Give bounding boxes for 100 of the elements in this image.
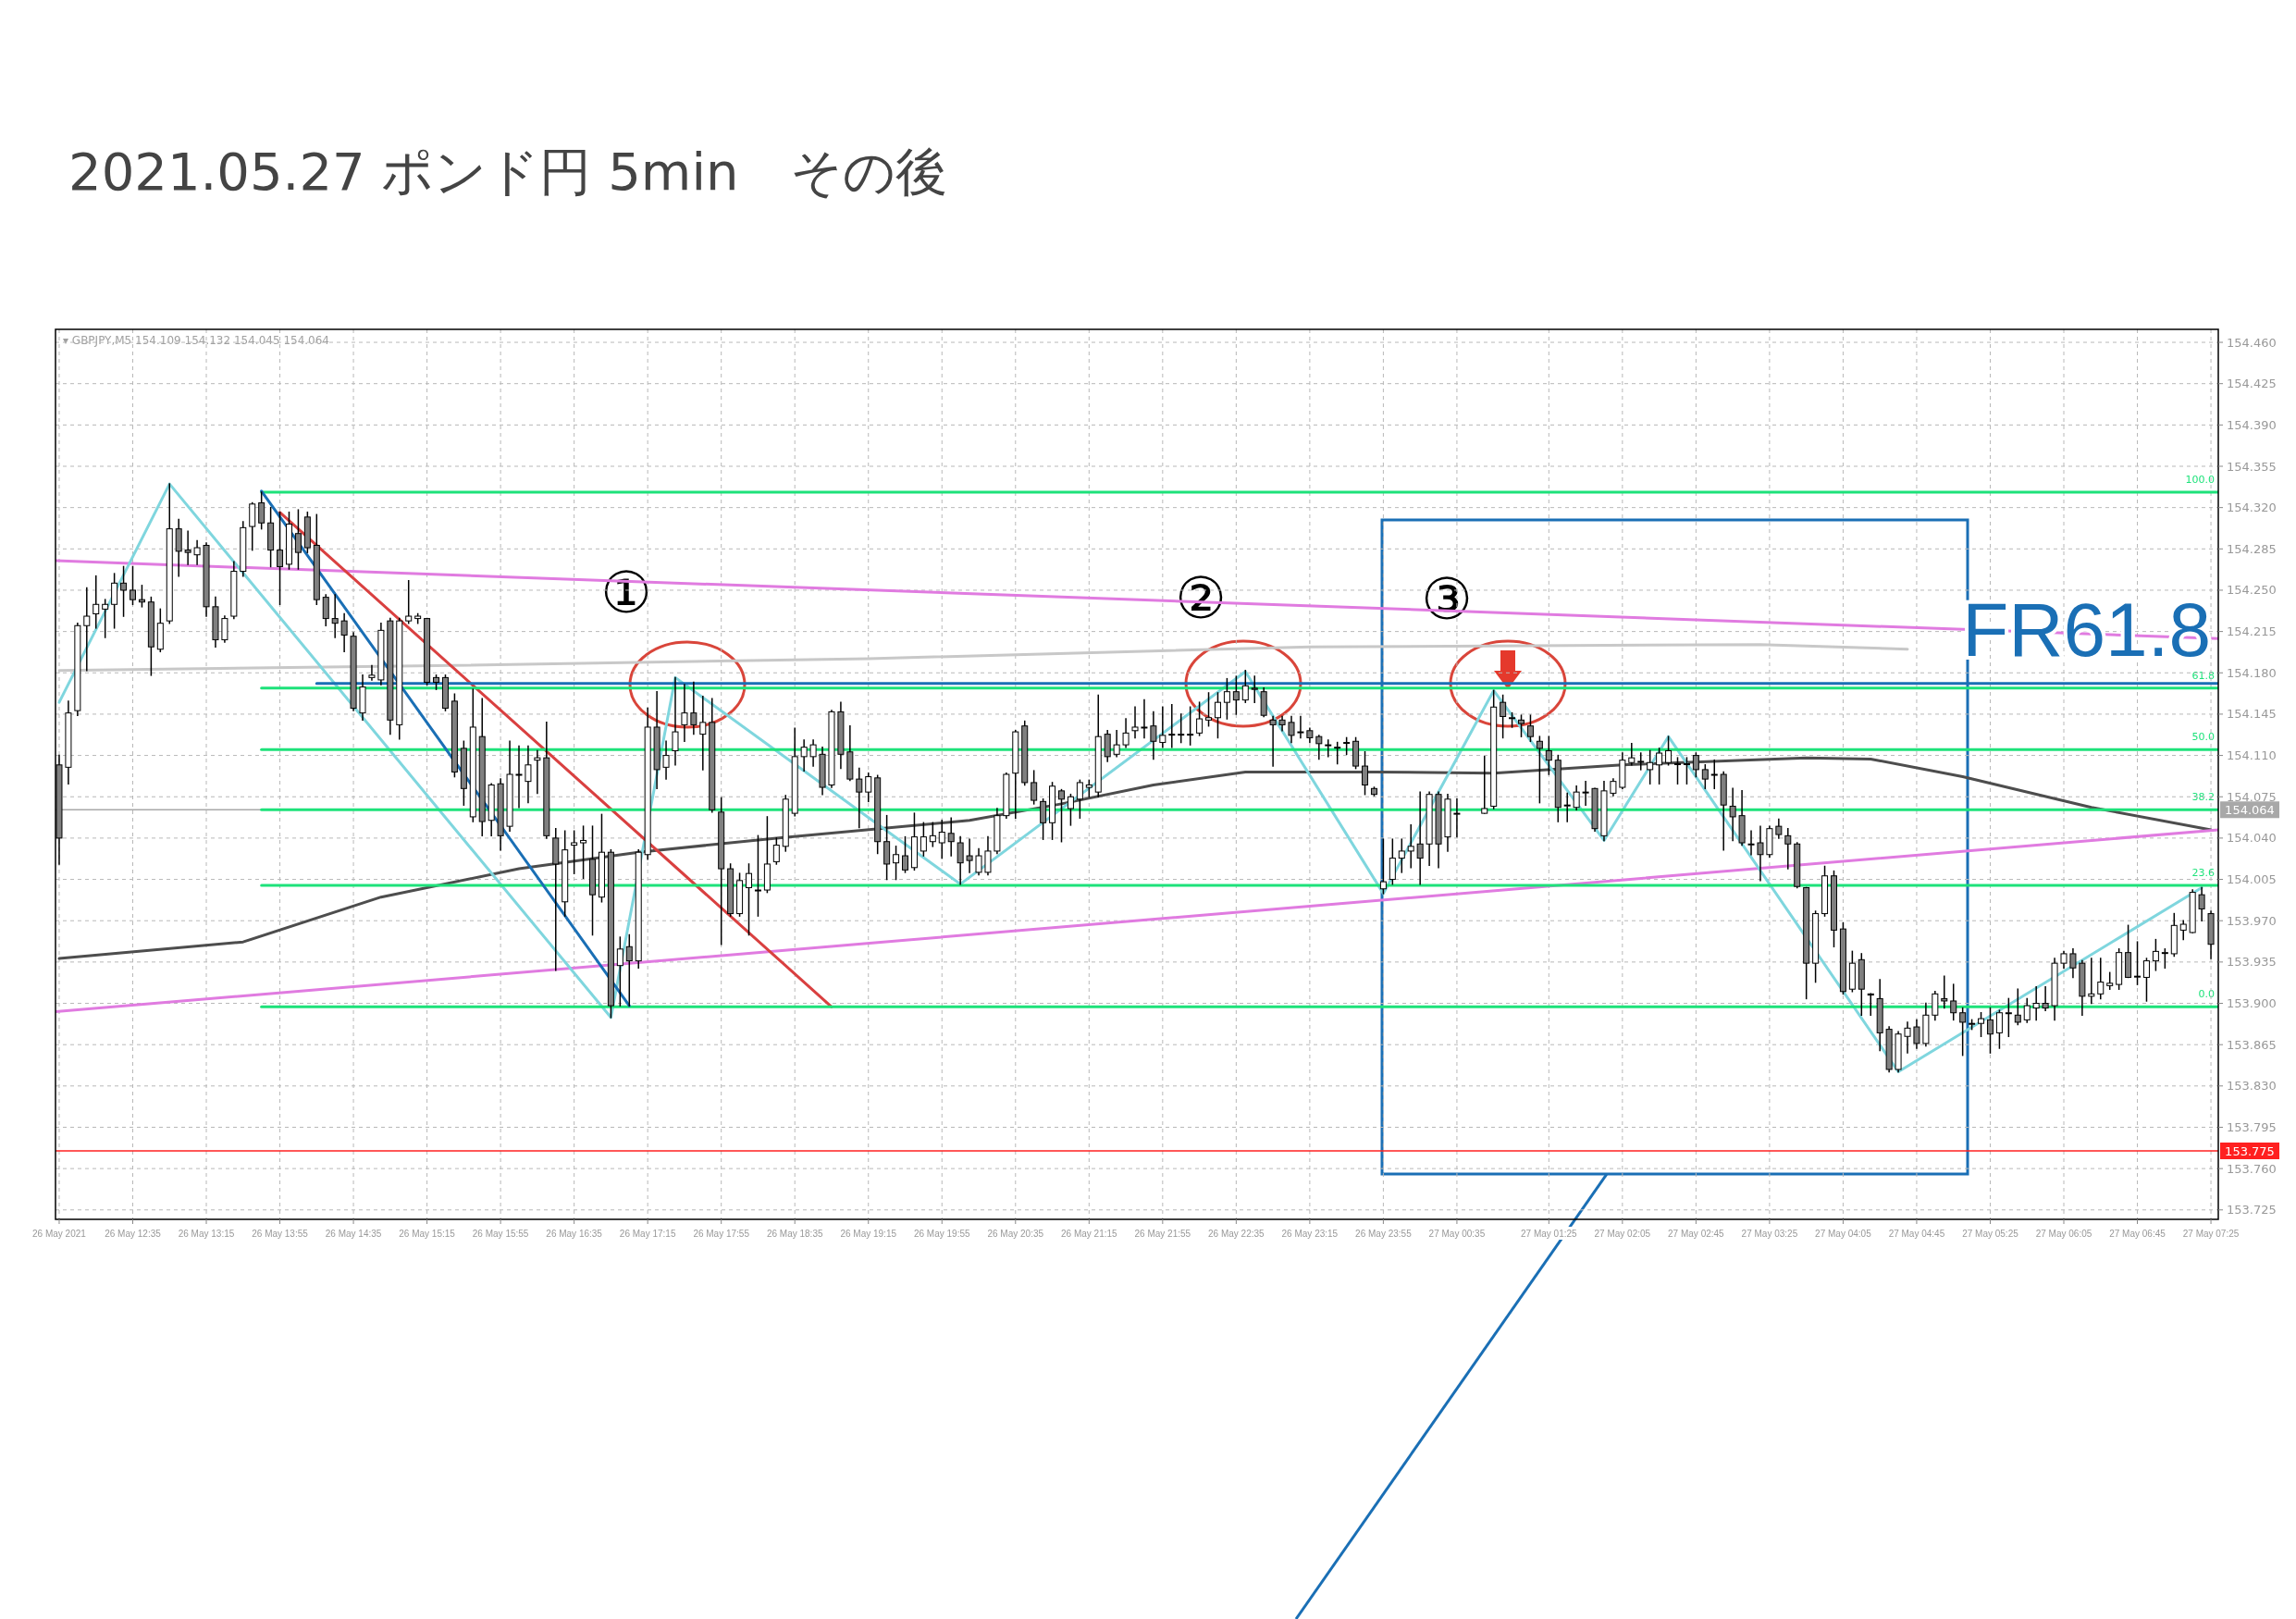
candlestick [1582, 780, 1589, 806]
candlestick [525, 745, 532, 804]
candlestick [1665, 735, 1673, 766]
x-tick-label: 26 May 2021 [32, 1229, 87, 1239]
annotation: 38.2 [2191, 791, 2215, 804]
candlestick [130, 565, 136, 606]
candlestick [1269, 715, 1277, 767]
candlestick [1518, 714, 1525, 737]
candlestick [1251, 675, 1258, 703]
chart-title: 2021.05.27 ポンド円 5min その後 [68, 142, 948, 202]
annotation: 0.0 [2198, 988, 2215, 1001]
candlestick [754, 834, 761, 917]
candlestick [2014, 988, 2021, 1026]
candlestick [294, 509, 302, 570]
y-tick-label: 153.795 [2227, 1119, 2277, 1134]
y-tick-label: 154.460 [2227, 335, 2277, 350]
candlestick [221, 615, 228, 643]
line-series [57, 643, 1909, 673]
candlestick [1159, 706, 1167, 748]
candlestick [1959, 1007, 1967, 1057]
y-tick-label: 154.075 [2227, 789, 2277, 804]
y-tick-label: 154.250 [2227, 583, 2277, 598]
candlestick [1536, 735, 1543, 804]
candlestick [902, 835, 908, 873]
candlestick [580, 825, 587, 880]
y-tick-label: 154.005 [2227, 872, 2277, 887]
candlestick [1453, 798, 1461, 838]
candlestick [1500, 694, 1507, 739]
candlestick [975, 847, 982, 876]
candlestick [625, 933, 633, 1007]
y-tick-label: 154.390 [2227, 417, 2277, 432]
candlestick [1995, 1009, 2003, 1049]
candlestick [2198, 886, 2205, 921]
candlestick [1168, 703, 1176, 748]
annotation: ② [1175, 563, 1227, 632]
candlestick [277, 512, 284, 606]
x-tick-label: 26 May 15:15 [399, 1229, 456, 1239]
candlestick [322, 594, 329, 626]
candlestick [2032, 985, 2040, 1021]
candlestick [1407, 824, 1414, 869]
candlestick [1986, 1007, 1994, 1054]
x-tick-label: 26 May 23:55 [1355, 1229, 1413, 1239]
candlestick [1178, 713, 1185, 744]
y-tick-label: 153.900 [2227, 996, 2277, 1011]
candlestick [1729, 787, 1736, 842]
candlestick [1913, 1019, 1920, 1049]
candlestick [2023, 997, 2031, 1023]
ref-line-label: 154.064 [2225, 802, 2275, 817]
candlestick [681, 684, 688, 743]
candlestick [1141, 698, 1148, 739]
candlestick [1389, 838, 1396, 885]
candlestick [1232, 675, 1240, 715]
candlestick [772, 837, 780, 865]
candlestick [258, 491, 265, 530]
candlestick [893, 846, 900, 881]
candlestick [856, 767, 863, 829]
candlestick [1932, 991, 1939, 1021]
candlestick [966, 838, 973, 873]
y-tick-label: 154.320 [2227, 501, 2277, 515]
candlestick [331, 594, 339, 638]
x-tick-label: 27 May 07:25 [2182, 1229, 2240, 1239]
candlestick [1278, 715, 1286, 732]
x-tick-label: 26 May 23:15 [1281, 1229, 1339, 1239]
candlestick [1545, 735, 1552, 775]
candlestick [2069, 948, 2077, 979]
x-tick-label: 26 May 18:35 [766, 1229, 823, 1239]
y-tick-label: 153.935 [2227, 955, 2277, 970]
candlestick [1683, 757, 1690, 785]
x-tick-label: 26 May 13:15 [178, 1229, 235, 1239]
candlestick [1325, 739, 1332, 758]
x-tick-label: 27 May 05:25 [1962, 1229, 2019, 1239]
candlestick [984, 835, 992, 876]
candlestick [1674, 757, 1681, 785]
candlestick [2152, 938, 2159, 971]
x-tick-label: 26 May 19:15 [840, 1229, 897, 1239]
candlestick [193, 539, 201, 565]
x-tick-label: 26 May 19:55 [913, 1229, 970, 1239]
annotation: 100.0 [2185, 474, 2215, 487]
x-tick-label: 26 May 21:55 [1134, 1229, 1191, 1239]
candlestick [1334, 741, 1341, 765]
candlestick [1223, 677, 1230, 720]
candlestick [1362, 751, 1369, 796]
candlestick [1040, 798, 1047, 840]
x-tick-label: 27 May 04:05 [1815, 1229, 1872, 1239]
candlestick [1747, 830, 1755, 856]
candlestick [746, 863, 753, 936]
x-tick-label: 27 May 02:45 [1668, 1229, 1725, 1239]
line-series [57, 756, 2213, 960]
x-tick-label: 26 May 16:35 [546, 1229, 603, 1239]
candlestick [1379, 838, 1387, 895]
y-tick-label: 154.145 [2227, 707, 2277, 722]
x-tick-label: 27 May 06:45 [2109, 1229, 2166, 1239]
x-tick-label: 26 May 13:55 [252, 1229, 309, 1239]
candlestick [1076, 779, 1083, 819]
x-tick-label: 27 May 02:05 [1594, 1229, 1651, 1239]
candlestick [368, 664, 376, 681]
x-tick-label: 26 May 17:55 [693, 1229, 750, 1239]
candlestick [1122, 718, 1129, 748]
candlestick [1131, 706, 1139, 739]
annotation: 23.6 [2191, 866, 2215, 879]
